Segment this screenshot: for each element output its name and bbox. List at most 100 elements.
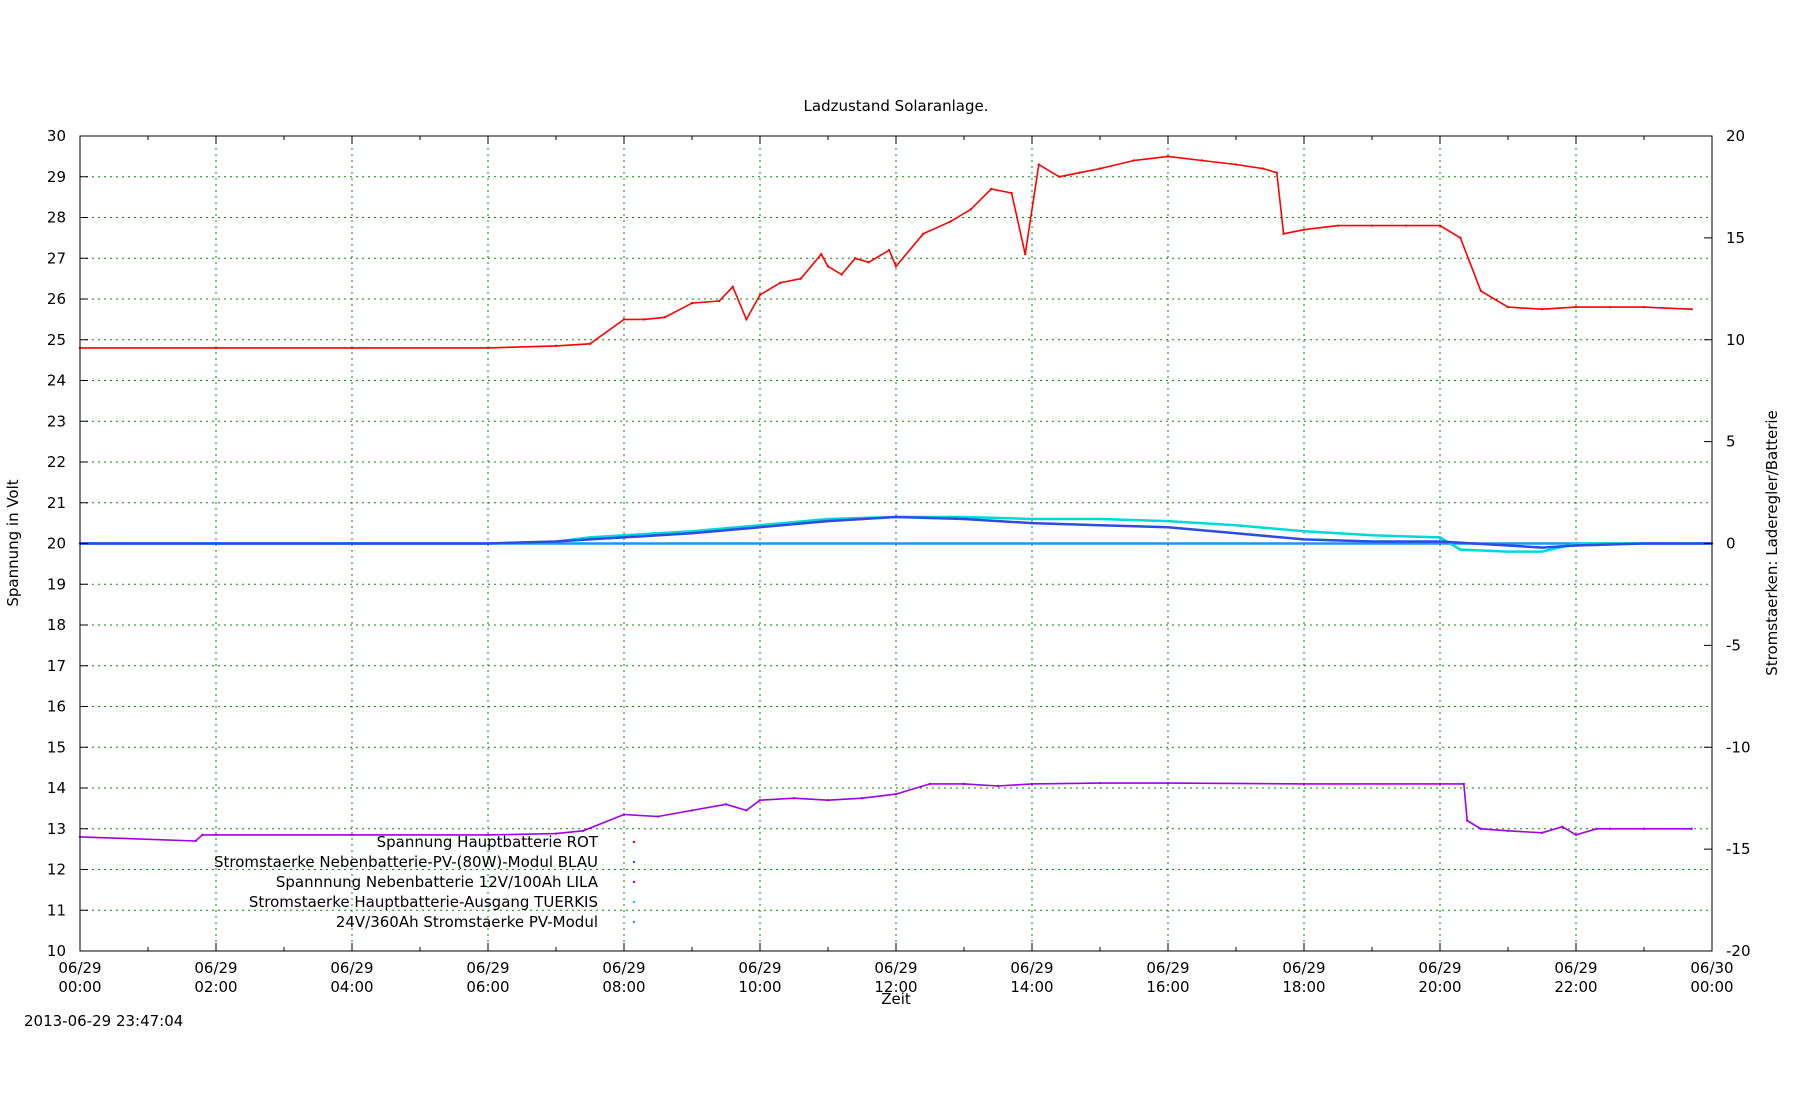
data-point — [1132, 159, 1136, 162]
y-tick-label: 19 — [47, 575, 66, 593]
data-point — [962, 782, 966, 786]
data-point — [1540, 550, 1544, 553]
series-line-2 — [79, 782, 1692, 842]
x-tick-time: 08:00 — [602, 978, 645, 996]
data-point — [588, 342, 592, 346]
data-point — [826, 265, 830, 268]
y-tick-label: 10 — [47, 942, 66, 960]
x-tick-time: 16:00 — [1146, 978, 1189, 996]
y-tick-label: 30 — [47, 127, 66, 145]
data-point — [840, 273, 843, 276]
x-tick-date: 06/29 — [1282, 959, 1325, 977]
data-point — [1595, 827, 1598, 830]
data-point — [731, 285, 734, 288]
data-point — [656, 815, 660, 818]
data-point — [922, 232, 925, 235]
data-point — [1010, 191, 1013, 195]
data-point — [1023, 252, 1027, 256]
x-tick-date: 06/29 — [602, 959, 645, 977]
data-point — [758, 799, 762, 802]
data-point — [201, 833, 204, 837]
data-point — [1438, 224, 1442, 227]
legend-label: Spannung Hauptbatterie ROT — [377, 833, 599, 851]
legend-label: 24V/360Ah Stromstaerke PV-Modul — [336, 913, 598, 931]
y-tick-label: 24 — [47, 372, 66, 390]
data-point — [1336, 224, 1340, 227]
legend-marker — [632, 880, 636, 884]
data-point — [1098, 167, 1102, 170]
data-point — [1037, 163, 1041, 166]
y2-tick-label: 10 — [1726, 331, 1745, 349]
data-point — [622, 536, 626, 539]
legend-label: Stromstaerke Nebenbatterie-PV-(80W)-Modu… — [214, 853, 598, 871]
x-tick-time: 10:00 — [738, 978, 781, 996]
x-tick-time: 12:00 — [874, 978, 917, 996]
data-point — [799, 277, 802, 280]
data-point — [554, 540, 558, 543]
data-point — [990, 187, 993, 191]
y2-tick-label: 5 — [1726, 433, 1736, 451]
data-point — [663, 316, 666, 319]
data-point — [350, 346, 354, 350]
data-point — [1302, 530, 1306, 533]
data-point — [1462, 782, 1466, 786]
data-point — [826, 799, 830, 802]
data-point — [588, 538, 592, 541]
y-tick-label: 16 — [47, 698, 66, 716]
x-tick-time: 06:00 — [466, 978, 509, 996]
x-tick-date: 06/29 — [58, 959, 101, 977]
data-point — [928, 782, 932, 786]
data-point — [1459, 548, 1462, 551]
x-tick-date: 06/29 — [194, 959, 237, 977]
data-point — [867, 261, 870, 264]
axes: 10 11 12 13 14 15 16 17 18 19 20 21 22 23 24 25 26 27 28 29… — [47, 127, 1751, 996]
data-point — [1166, 155, 1170, 158]
y2-tick-label: -20 — [1726, 942, 1751, 960]
x-tick-date: 06/29 — [738, 959, 781, 977]
data-point — [1642, 827, 1646, 830]
x-tick-date: 06/29 — [874, 959, 917, 977]
data-point — [690, 809, 694, 812]
data-point — [792, 796, 796, 800]
data-point — [969, 208, 972, 211]
data-point — [1166, 781, 1170, 785]
legend-marker — [632, 840, 636, 844]
data-point — [1690, 307, 1693, 311]
data-point — [962, 515, 966, 519]
data-point — [1275, 171, 1279, 174]
x-tick-time: 18:00 — [1282, 978, 1325, 996]
data-point — [1078, 171, 1081, 174]
data-point — [486, 542, 490, 545]
data-point — [622, 813, 626, 816]
y-tick-label: 21 — [47, 494, 66, 512]
data-point — [779, 281, 782, 284]
data-point — [690, 530, 694, 533]
x-tick-date: 06/29 — [1146, 959, 1189, 977]
x-tick-time: 22:00 — [1554, 978, 1597, 996]
x-tick-time: 00:00 — [58, 978, 101, 996]
data-point — [949, 220, 952, 223]
data-point — [826, 519, 830, 523]
data-point — [1472, 542, 1476, 545]
data-point — [718, 299, 721, 303]
data-point — [1506, 829, 1510, 832]
data-point — [1234, 163, 1238, 166]
series-line-3 — [80, 515, 1712, 553]
data-point — [745, 809, 748, 812]
y-tick-label: 18 — [47, 616, 66, 634]
data-point — [554, 832, 558, 835]
data-point — [758, 523, 762, 527]
y-tick-label: 20 — [47, 535, 66, 553]
y2-tick-label: -15 — [1726, 840, 1751, 858]
y2-tick-label: 20 — [1726, 127, 1745, 145]
data-point — [894, 515, 898, 519]
x-tick-time: 04:00 — [330, 978, 373, 996]
data-point — [1302, 538, 1306, 541]
y-tick-label: 17 — [47, 657, 66, 675]
legend-marker — [632, 900, 636, 904]
x-tick-date: 06/29 — [1010, 959, 1053, 977]
data-point — [1302, 782, 1306, 786]
data-point — [1166, 519, 1170, 523]
data-point — [1200, 159, 1204, 162]
